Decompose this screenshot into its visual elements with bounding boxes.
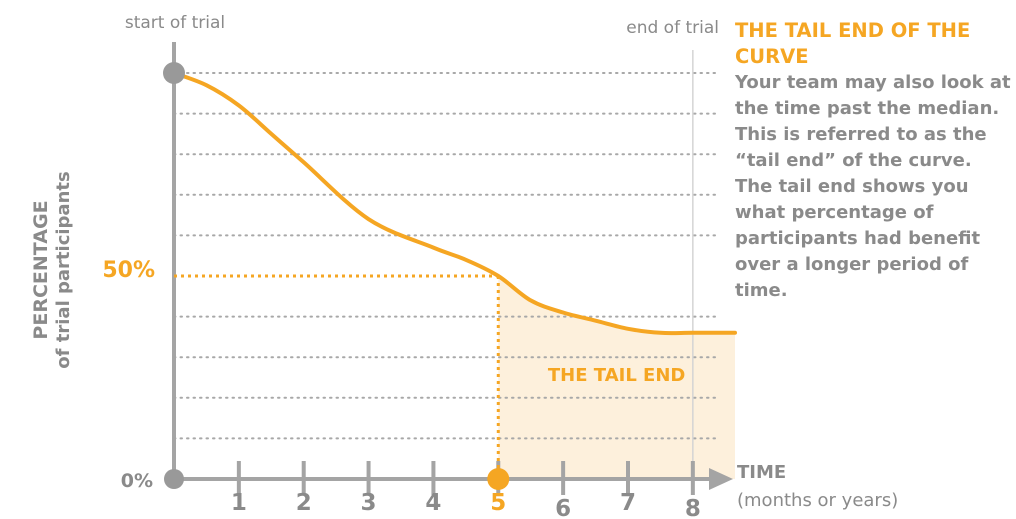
origin-point-marker bbox=[164, 469, 184, 489]
x-tick-label-7: 7 bbox=[620, 490, 636, 516]
x-tick-label-3: 3 bbox=[361, 490, 377, 516]
x-tick-label-6: 6 bbox=[555, 496, 571, 519]
y-axis-label-sub: of trial participants bbox=[53, 171, 74, 368]
x-axis-ticks bbox=[236, 461, 695, 495]
y-axis-label-main: PERCENTAGE bbox=[30, 200, 52, 339]
x-tick-label-5: 5 bbox=[490, 490, 506, 516]
tail-end-region-label: THE TAIL END bbox=[548, 365, 685, 386]
y-tick-label-0: 0% bbox=[121, 470, 153, 492]
x-axis-sublabel: (months or years) bbox=[737, 490, 898, 511]
x-tick-labels: 1 2 3 4 5 6 7 8 bbox=[231, 490, 701, 519]
survival-curve-line bbox=[172, 71, 737, 336]
x-tick-label-4: 4 bbox=[425, 490, 441, 516]
y-tick-label-50: 50% bbox=[102, 258, 155, 283]
end-of-trial-label: end of trial bbox=[626, 18, 719, 38]
x-tick-label-8: 8 bbox=[685, 496, 701, 519]
y-axis-label: PERCENTAGE of trial participants bbox=[30, 171, 74, 368]
x-tick-label-2: 2 bbox=[296, 490, 312, 516]
tail-end-shaded-region bbox=[498, 276, 735, 479]
x-axis-label: TIME bbox=[737, 462, 786, 483]
side-panel-body: Your team may also look at the time past… bbox=[735, 72, 1011, 301]
grid-lines bbox=[173, 72, 721, 440]
x-axis-arrow-icon bbox=[709, 468, 733, 490]
side-panel: THE TAIL END OF THE CURVE Your team may … bbox=[735, 18, 1013, 304]
median-time-marker bbox=[487, 468, 510, 490]
x-tick-label-1: 1 bbox=[231, 490, 247, 516]
start-of-trial-label: start of trial bbox=[125, 13, 225, 33]
start-point-marker bbox=[163, 62, 185, 84]
side-panel-title: THE TAIL END OF THE CURVE bbox=[735, 19, 971, 68]
